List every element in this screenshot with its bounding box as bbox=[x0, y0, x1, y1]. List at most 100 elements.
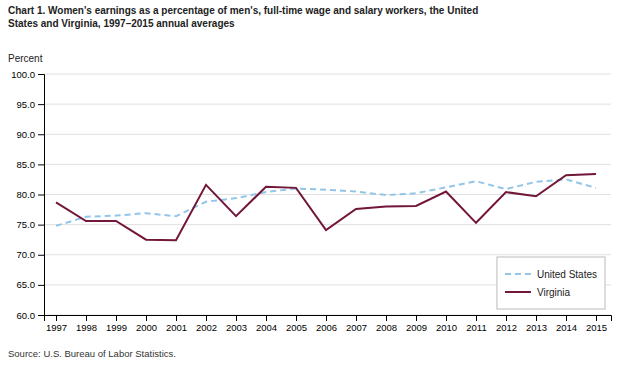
x-tick-label: 2003 bbox=[226, 322, 247, 333]
x-tick-mark bbox=[506, 315, 507, 321]
x-tick: 2004 bbox=[256, 315, 277, 333]
y-tick: 75.0 bbox=[17, 219, 45, 230]
grid-line bbox=[44, 74, 611, 75]
legend-label: Virginia bbox=[537, 287, 571, 298]
y-tick-mark bbox=[38, 164, 44, 165]
x-tick-mark bbox=[86, 315, 87, 321]
x-tick-label: 2001 bbox=[166, 322, 187, 333]
x-tick: 1999 bbox=[106, 315, 127, 333]
x-tick-mark bbox=[386, 315, 387, 321]
x-axis-line bbox=[45, 316, 612, 322]
grid-line bbox=[44, 164, 611, 165]
x-tick-label: 2005 bbox=[286, 322, 307, 333]
y-tick-mark bbox=[38, 285, 44, 286]
x-tick: 2014 bbox=[556, 315, 577, 333]
x-tick-label: 1999 bbox=[106, 322, 127, 333]
x-tick-mark bbox=[236, 315, 237, 321]
y-tick: 65.0 bbox=[17, 279, 45, 290]
x-tick-label: 2008 bbox=[376, 322, 397, 333]
plot-area bbox=[56, 174, 596, 240]
legend: United States Virginia bbox=[497, 257, 605, 309]
y-tick-mark bbox=[38, 104, 44, 105]
title: Chart 1. Women's earnings as a percentag… bbox=[8, 5, 478, 29]
x-axis: 1997 1998 1999 2000 2001 2002 2003 2004 2005 2006… bbox=[45, 315, 612, 333]
y-tick-label: 80.0 bbox=[17, 189, 36, 200]
y-tick-mark bbox=[38, 195, 44, 196]
x-tick-mark bbox=[596, 315, 597, 321]
x-tick-mark bbox=[56, 315, 57, 321]
grid-line bbox=[44, 224, 611, 225]
x-tick: 2000 bbox=[136, 315, 157, 333]
y-tick-label: 85.0 bbox=[17, 159, 36, 170]
y-tick-label: 100.0 bbox=[11, 69, 35, 80]
grid-line bbox=[44, 134, 611, 135]
x-tick-mark bbox=[266, 315, 267, 321]
y-tick-label: 75.0 bbox=[17, 219, 36, 230]
x-tick-label: 1997 bbox=[46, 322, 67, 333]
x-tick: 2015 bbox=[586, 315, 607, 333]
chart: Chart 1. Women's earnings as a percentag… bbox=[0, 0, 627, 365]
x-tick-mark bbox=[176, 315, 177, 321]
x-tick: 1997 bbox=[46, 315, 67, 333]
legend-box bbox=[497, 257, 605, 309]
x-tick-label: 2014 bbox=[556, 322, 577, 333]
x-tick-label: 2009 bbox=[406, 322, 427, 333]
y-tick: 95.0 bbox=[17, 99, 45, 110]
x-tick: 2012 bbox=[496, 315, 517, 333]
x-tick-mark bbox=[476, 315, 477, 321]
y-tick-label: 90.0 bbox=[17, 129, 36, 140]
y-tick: 80.0 bbox=[17, 189, 45, 200]
legend-entry: United States bbox=[505, 269, 597, 280]
x-tick-label: 2010 bbox=[436, 322, 457, 333]
title-line: Chart 1. Women's earnings as a percentag… bbox=[8, 5, 478, 16]
y-tick-label: 65.0 bbox=[17, 279, 36, 290]
y-tick: 85.0 bbox=[17, 159, 45, 170]
y-tick-label: 95.0 bbox=[17, 99, 36, 110]
x-tick-mark bbox=[146, 315, 147, 321]
x-tick: 2008 bbox=[376, 315, 397, 333]
grid-line bbox=[44, 254, 611, 255]
legend-label: United States bbox=[537, 269, 597, 280]
x-tick-label: 2004 bbox=[256, 322, 277, 333]
x-tick-label: 2002 bbox=[196, 322, 217, 333]
x-tick-mark bbox=[326, 315, 327, 321]
y-tick: 60.0 bbox=[17, 310, 45, 321]
x-tick: 1998 bbox=[76, 315, 97, 333]
y-tick: 100.0 bbox=[11, 69, 44, 80]
x-tick-label: 2015 bbox=[586, 322, 607, 333]
x-tick-label: 2006 bbox=[316, 322, 337, 333]
x-tick: 2005 bbox=[286, 315, 307, 333]
y-tick-mark bbox=[38, 225, 44, 226]
x-tick-label: 2000 bbox=[136, 322, 157, 333]
y-tick: 70.0 bbox=[17, 249, 45, 260]
x-tick-label: 2007 bbox=[346, 322, 367, 333]
y-tick-mark bbox=[38, 74, 44, 75]
y-tick-mark bbox=[38, 315, 44, 316]
x-tick: 2007 bbox=[346, 315, 367, 333]
x-tick: 2013 bbox=[526, 315, 547, 333]
title-line: States and Virginia, 1997–2015 annual av… bbox=[8, 18, 235, 29]
x-tick: 2009 bbox=[406, 315, 427, 333]
x-tick: 2006 bbox=[316, 315, 337, 333]
x-tick-mark bbox=[416, 315, 417, 321]
x-tick-label: 2013 bbox=[526, 322, 547, 333]
x-tick-mark bbox=[296, 315, 297, 321]
legend-entry: Virginia bbox=[505, 287, 571, 298]
x-tick-label: 1998 bbox=[76, 322, 97, 333]
x-tick-mark bbox=[566, 315, 567, 321]
grid-line bbox=[44, 104, 611, 105]
series-line bbox=[56, 174, 596, 240]
y-tick-mark bbox=[38, 134, 44, 135]
legend-swatch bbox=[505, 291, 531, 293]
x-tick-mark bbox=[536, 315, 537, 321]
x-tick: 2010 bbox=[436, 315, 457, 333]
y-tick: 90.0 bbox=[17, 129, 45, 140]
y-axis-label: Percent bbox=[8, 53, 43, 64]
annotation: Source: U.S. Bureau of Labor Statistics. bbox=[8, 348, 176, 359]
x-tick: 2002 bbox=[196, 315, 217, 333]
grid bbox=[44, 74, 611, 315]
x-tick-mark bbox=[446, 315, 447, 321]
y-axis-line bbox=[38, 75, 45, 316]
y-tick-label: 70.0 bbox=[17, 249, 36, 260]
x-tick: 2001 bbox=[166, 315, 187, 333]
